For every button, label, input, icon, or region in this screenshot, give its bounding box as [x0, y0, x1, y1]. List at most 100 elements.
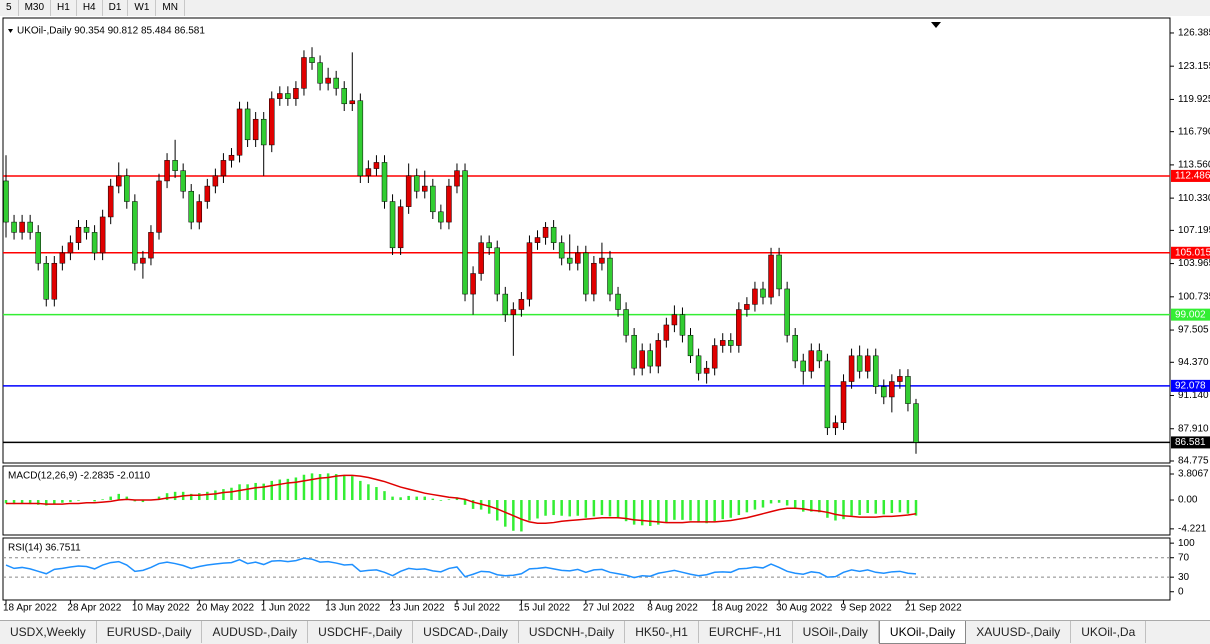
x-tick-label: 18 Apr 2022	[3, 603, 57, 614]
price-level-tag	[1171, 308, 1210, 321]
candle-body	[325, 77, 331, 84]
candle-body	[91, 232, 98, 254]
chart-tab[interactable]: HK50-,H1	[625, 621, 699, 643]
candle-body	[244, 108, 251, 141]
candle-body	[607, 257, 613, 295]
candle-body	[728, 340, 734, 346]
chart-tab[interactable]: EURCHF-,H1	[699, 621, 793, 643]
candle-body	[277, 93, 283, 99]
timeframe-button[interactable]: H1	[51, 0, 77, 16]
candle-body	[11, 221, 17, 233]
y-tick-label: 97.505	[1178, 325, 1209, 336]
x-tick-label: 9 Sep 2022	[841, 603, 893, 614]
chart-tabs: USDX,Weekly EURUSD-,Daily AUDUSD-,Daily USD…	[0, 620, 1210, 644]
x-tick-label: 30 Aug 2022	[776, 603, 833, 614]
chart-tab[interactable]: UKOil-,Da	[1071, 621, 1147, 643]
price-level-label: 86.581	[1175, 437, 1206, 448]
chart-tab[interactable]: XAUUSD-,Daily	[966, 621, 1072, 643]
candle-body	[260, 118, 267, 146]
y-tick-label: 103.965	[1178, 258, 1210, 269]
chart-tab[interactable]: AUDUSD-,Daily	[202, 621, 309, 643]
candle-body	[269, 98, 275, 146]
x-tick-label: 5 Jul 2022	[454, 603, 501, 614]
y-tick-label: 70	[1178, 552, 1190, 563]
price-level-label: 112.486	[1175, 171, 1210, 182]
candle-body	[212, 175, 219, 187]
y-tick-label: 0.00	[1178, 495, 1198, 506]
y-tick-label: 3.8067	[1178, 469, 1209, 480]
y-tick-label: 107.195	[1178, 225, 1210, 236]
candle-body	[357, 100, 364, 177]
candle-body	[599, 257, 605, 264]
timeframe-button[interactable]: W1	[128, 0, 157, 16]
chart-tab[interactable]: USDCNH-,Daily	[519, 621, 626, 643]
candle-body	[550, 226, 557, 243]
candle-body	[494, 247, 500, 295]
y-tick-label: 30	[1178, 572, 1190, 583]
candle-body	[156, 180, 162, 233]
y-tick-label: 84.775	[1178, 456, 1209, 467]
rsi-header: RSI(14) 36.7511	[8, 543, 81, 554]
candle-body	[413, 175, 420, 192]
candle-body	[655, 340, 662, 367]
y-tick-label: 126.385	[1178, 28, 1210, 39]
candle-body	[808, 350, 815, 372]
candle-body	[905, 376, 911, 404]
candle-body	[502, 293, 509, 315]
candle-body	[349, 100, 356, 105]
candle-body	[301, 57, 307, 89]
chart-tab[interactable]: USDCHF-,Daily	[308, 621, 414, 643]
timeframe-button[interactable]: MN	[156, 0, 185, 16]
candle-body	[252, 118, 259, 141]
candle-body	[75, 226, 82, 243]
y-tick-label: 91.140	[1178, 390, 1209, 401]
candle-body	[840, 381, 847, 423]
price-level-tag	[1171, 169, 1210, 182]
candle-body	[188, 190, 194, 223]
candle-body	[591, 262, 597, 295]
chart-tab[interactable]: UKOil-,Daily	[878, 621, 967, 644]
timeframe-button[interactable]: M30	[19, 0, 52, 16]
timeframe-toolbar: 5 M30 H1 H4 D1 W1 MN	[0, 0, 1210, 16]
candle-body	[889, 381, 895, 398]
candle-body	[389, 201, 396, 249]
price-level-tag	[1171, 246, 1210, 259]
candle-body	[510, 309, 517, 315]
y-tick-label: 94.370	[1178, 357, 1209, 368]
candle-body	[752, 288, 758, 305]
candle-body	[397, 206, 404, 249]
candle-body	[703, 367, 710, 374]
chart-tab[interactable]: EURUSD-,Daily	[97, 621, 203, 643]
price-level-label: 92.078	[1175, 381, 1206, 392]
candle-body	[631, 334, 637, 369]
y-tick-label: 110.330	[1178, 193, 1210, 204]
y-tick-label: 87.910	[1178, 423, 1209, 434]
timeframe-button[interactable]: D1	[103, 0, 129, 16]
candle-body	[647, 350, 653, 367]
candle-body	[800, 360, 807, 372]
candle-body	[172, 160, 178, 171]
candle-body	[83, 226, 90, 233]
candle-body	[816, 350, 823, 362]
candle-body	[317, 62, 323, 84]
x-tick-label: 20 May 2022	[196, 603, 254, 614]
chart-tab[interactable]: USDX,Weekly	[0, 621, 97, 643]
candle-body	[220, 160, 227, 177]
candle-body	[148, 232, 154, 259]
candle-body	[639, 350, 645, 369]
candle-body	[180, 170, 186, 192]
chart-shift-marker	[931, 22, 941, 28]
candle-body	[856, 355, 863, 372]
x-tick-label: 8 Aug 2022	[647, 603, 698, 614]
chart-tab[interactable]: USDCAD-,Daily	[413, 621, 519, 643]
macd-header: MACD(12,26,9) -2.2835 -2.0110	[8, 471, 151, 482]
candle-body	[792, 334, 798, 362]
y-tick-label: 119.925	[1178, 94, 1210, 105]
candle-body	[881, 386, 887, 398]
timeframe-button[interactable]: H4	[77, 0, 103, 16]
y-tick-label: 123.155	[1178, 61, 1210, 72]
candle-body	[204, 185, 211, 202]
timeframe-button[interactable]: 5	[0, 0, 19, 16]
chart-tab[interactable]: USOil-,Daily	[793, 621, 879, 643]
candle-body	[164, 160, 170, 182]
